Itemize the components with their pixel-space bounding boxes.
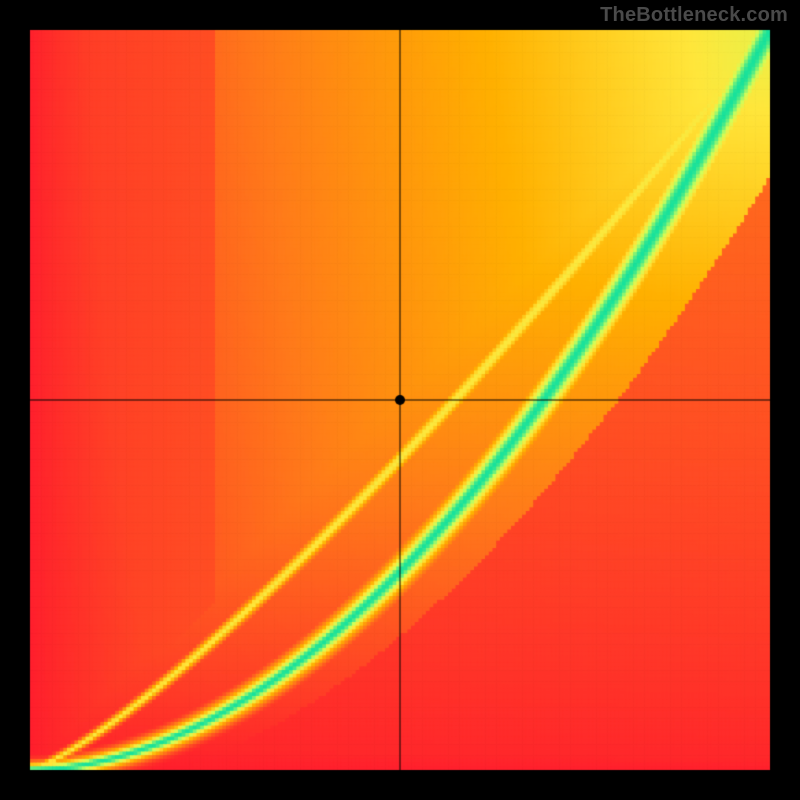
chart-container: TheBottleneck.com: [0, 0, 800, 800]
source-watermark: TheBottleneck.com: [600, 4, 788, 27]
bottleneck-heatmap: [0, 0, 800, 800]
